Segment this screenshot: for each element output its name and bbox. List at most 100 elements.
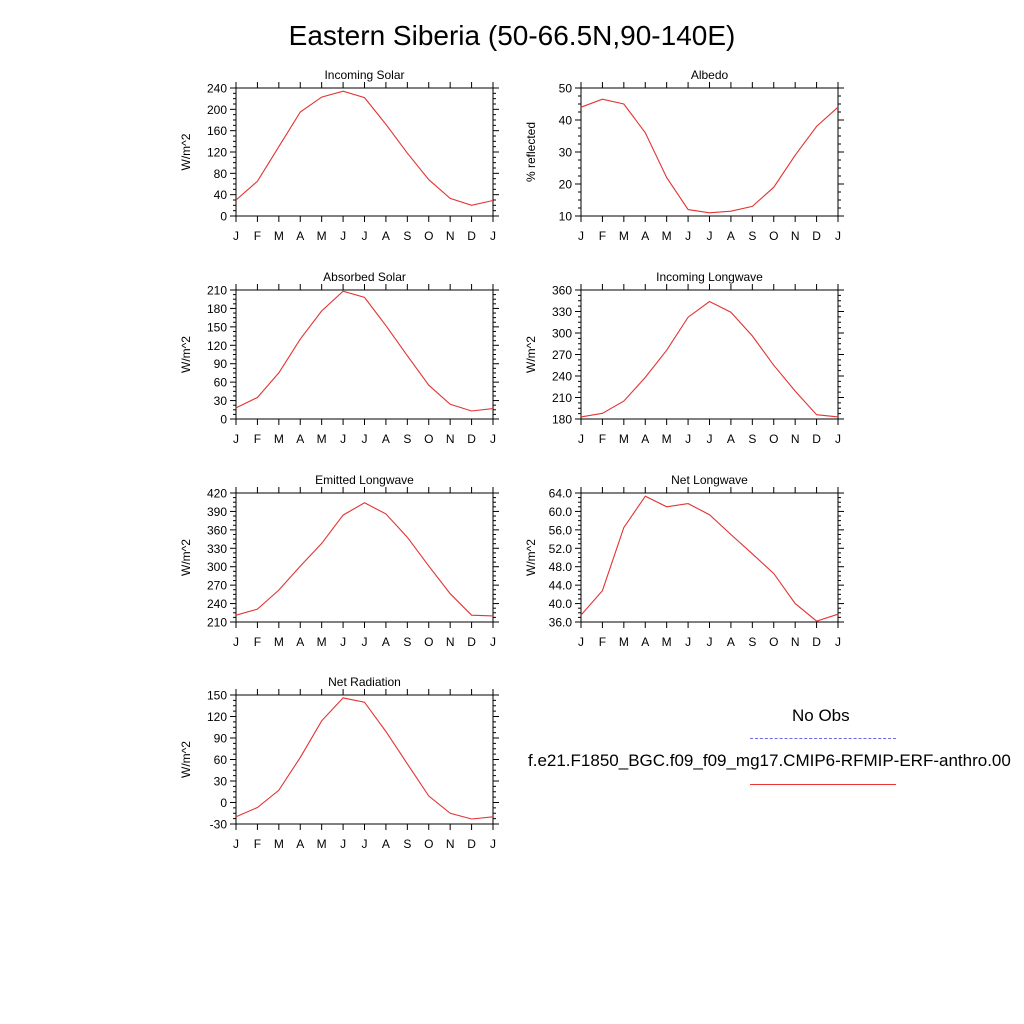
legend-obs-label: No Obs	[792, 706, 850, 725]
y-tick-label: 120	[207, 146, 227, 160]
plot-frame	[235, 492, 494, 623]
y-axis-label: W/m^2	[179, 336, 193, 373]
y-tick-label: 48.0	[549, 560, 573, 574]
x-tick-label: J	[835, 635, 841, 649]
x-tick-label: M	[619, 635, 629, 649]
x-tick-label: M	[619, 432, 629, 446]
legend-model-label: f.e21.F1850_BGC.f09_f09_mg17.CMIP6-RFMIP…	[528, 751, 1011, 770]
y-tick-label: 0	[220, 210, 227, 224]
x-tick-label: J	[340, 432, 346, 446]
x-tick-label: A	[641, 229, 649, 243]
x-tick-label: J	[490, 635, 496, 649]
plot-frame	[235, 289, 494, 420]
x-tick-label: N	[791, 635, 800, 649]
y-tick-label: 52.0	[549, 542, 573, 556]
y-tick-label: 210	[552, 391, 572, 405]
y-tick-label: 300	[552, 327, 572, 341]
y-axis-label: % reflected	[524, 122, 538, 182]
x-tick-label: J	[340, 635, 346, 649]
plot-frame	[235, 87, 494, 217]
panel-title: Net Longwave	[671, 473, 748, 487]
x-tick-label: M	[662, 432, 672, 446]
y-tick-label: 210	[207, 616, 227, 630]
y-tick-label: 180	[207, 302, 227, 316]
x-tick-label: J	[707, 635, 713, 649]
y-tick-label: 390	[207, 505, 227, 519]
series-line	[580, 300, 839, 418]
y-tick-label: 160	[207, 124, 227, 138]
y-tick-label: 240	[552, 370, 572, 384]
x-tick-label: M	[274, 229, 284, 243]
x-tick-label: N	[446, 229, 455, 243]
x-tick-label: N	[446, 635, 455, 649]
series-line	[580, 495, 839, 622]
x-tick-label: M	[317, 837, 327, 851]
x-tick-label: J	[490, 432, 496, 446]
x-tick-label: J	[835, 432, 841, 446]
x-tick-label: S	[403, 837, 411, 851]
y-tick-label: 120	[207, 339, 227, 353]
y-axis-label: W/m^2	[524, 539, 538, 576]
y-axis-label: W/m^2	[179, 741, 193, 778]
y-tick-label: 420	[207, 487, 227, 501]
x-tick-label: O	[769, 635, 778, 649]
legend-obs-line	[750, 738, 896, 739]
x-tick-label: O	[424, 432, 433, 446]
x-tick-label: D	[812, 229, 821, 243]
y-tick-label: 60.0	[549, 505, 573, 519]
x-tick-label: N	[446, 837, 455, 851]
y-tick-label: 40	[214, 188, 228, 202]
x-tick-label: F	[599, 432, 606, 446]
series-line	[580, 98, 839, 214]
y-tick-label: 64.0	[549, 487, 573, 501]
x-tick-label: A	[296, 837, 304, 851]
x-tick-label: O	[769, 229, 778, 243]
x-tick-label: A	[727, 635, 735, 649]
x-tick-label: F	[599, 635, 606, 649]
x-tick-label: M	[274, 635, 284, 649]
panel-3: J F M A M J J A S O N D J180210240270300330360Incomi…	[524, 270, 844, 446]
y-tick-label: 120	[207, 710, 227, 724]
y-tick-label: 240	[207, 82, 227, 96]
x-tick-label: M	[619, 229, 629, 243]
y-tick-label: 150	[207, 689, 227, 703]
x-tick-label: S	[403, 229, 411, 243]
panel-title: Incoming Solar	[324, 68, 404, 82]
y-tick-label: 240	[207, 597, 227, 611]
x-tick-label: S	[748, 635, 756, 649]
y-tick-label: 270	[552, 348, 572, 362]
x-tick-label: J	[233, 229, 239, 243]
series-line	[235, 90, 494, 206]
y-tick-label: 180	[552, 413, 572, 427]
x-tick-label: J	[233, 432, 239, 446]
x-tick-label: F	[254, 229, 261, 243]
y-tick-label: 44.0	[549, 579, 573, 593]
panel-title: Emitted Longwave	[315, 473, 414, 487]
x-tick-label: F	[254, 837, 261, 851]
x-tick-label: O	[769, 432, 778, 446]
x-tick-label: D	[467, 837, 476, 851]
x-tick-label: J	[707, 432, 713, 446]
x-tick-label: J	[578, 229, 584, 243]
y-tick-label: 30	[214, 394, 228, 408]
y-tick-label: 0	[220, 413, 227, 427]
y-tick-label: 40	[559, 114, 573, 128]
x-tick-label: O	[424, 229, 433, 243]
panel-4: J F M A M J J A S O N D J210240270300330360390420Emi…	[179, 473, 499, 649]
x-tick-label: M	[662, 635, 672, 649]
panel-title: Incoming Longwave	[656, 270, 763, 284]
y-tick-label: 60	[214, 753, 228, 767]
x-tick-label: A	[641, 635, 649, 649]
x-tick-label: J	[685, 635, 691, 649]
x-tick-label: A	[727, 432, 735, 446]
panel-2: J F M A M J J A S O N D J0306090120150180210Absorbed…	[179, 270, 499, 446]
panel-title: Net Radiation	[328, 675, 401, 689]
y-axis-label: W/m^2	[524, 336, 538, 373]
plot-frame	[580, 87, 839, 217]
x-tick-label: A	[641, 432, 649, 446]
y-tick-label: 300	[207, 560, 227, 574]
y-tick-label: 10	[559, 210, 573, 224]
x-tick-label: J	[233, 837, 239, 851]
x-tick-label: D	[467, 635, 476, 649]
